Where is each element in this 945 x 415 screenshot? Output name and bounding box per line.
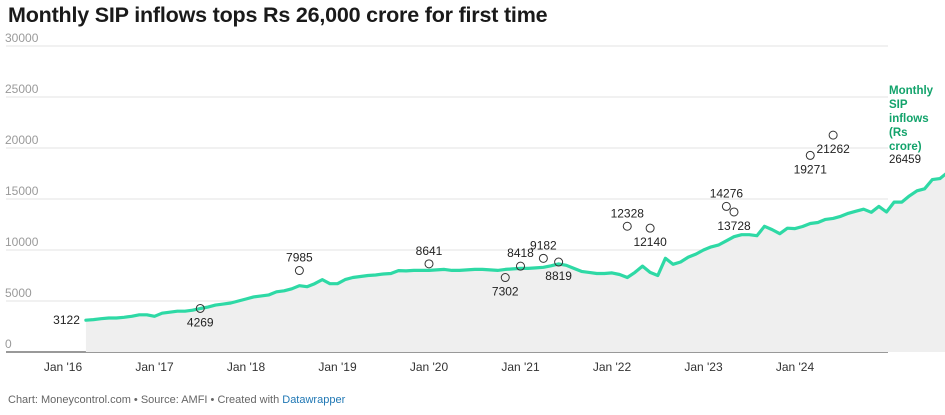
x-tick-2021: Jan '21 [501, 360, 540, 374]
y-axis: 0 5000 10000 15000 20000 25000 30000 [5, 31, 39, 351]
x-tick-2023: Jan '23 [684, 360, 723, 374]
area-fill [85, 174, 945, 352]
annotation-21262: 21262 [816, 142, 850, 156]
annotation-8418: 8418 [507, 246, 534, 260]
y-tick-10000: 10000 [5, 235, 39, 249]
marker-14276 [721, 201, 731, 211]
series-end-value: 26459 [889, 154, 921, 166]
annotation-13728: 13728 [717, 219, 751, 233]
annotation-8641: 8641 [416, 244, 443, 258]
marker-7302 [500, 273, 510, 283]
marker-12140 [645, 223, 655, 233]
x-axis: Jan '16 Jan '17 Jan '18 Jan '19 Jan '20 Jan '… [44, 360, 815, 374]
annotation-9182: 9182 [530, 238, 557, 252]
marker-8819 [554, 257, 564, 267]
y-tick-5000: 5000 [5, 286, 32, 300]
series-line [84, 172, 945, 322]
x-tick-2018: Jan '18 [227, 360, 266, 374]
marker-12328 [622, 221, 632, 231]
annotation-7985: 7985 [286, 251, 313, 265]
footer-credit: Chart: Moneycontrol.com • Source: AMFI •… [8, 394, 283, 406]
x-tick-2022: Jan '22 [593, 360, 632, 374]
annotation-8819: 8819 [545, 269, 572, 283]
marker-8641 [424, 259, 434, 269]
y-tick-30000: 30000 [5, 31, 39, 45]
marker-8418 [516, 261, 525, 271]
annotation-markers [195, 130, 838, 313]
series-area [85, 174, 945, 352]
chart-footer: Chart: Moneycontrol.com • Source: AMFI •… [8, 394, 345, 406]
annotation-14276: 14276 [710, 186, 744, 200]
chart-title: Monthly SIP inflows tops Rs 26,000 crore… [8, 3, 548, 27]
marker-4269 [195, 303, 205, 313]
series-name: Monthly SIP inflows (Rs crore) [889, 85, 934, 153]
x-tick-2024: Jan '24 [776, 360, 815, 374]
marker-21262 [828, 130, 838, 140]
annotation-3122: 3122 [53, 313, 80, 327]
marker-13728 [729, 207, 739, 217]
annotation-12328: 12328 [611, 206, 645, 220]
x-tick-2020: Jan '20 [410, 360, 449, 374]
annotation-19271: 19271 [794, 162, 828, 176]
annotation-7302: 7302 [492, 285, 519, 299]
series-path [84, 172, 945, 322]
marker-9182 [538, 253, 548, 263]
annotation-12140: 12140 [633, 235, 667, 249]
annotation-4269: 4269 [187, 315, 214, 329]
y-tick-25000: 25000 [5, 82, 39, 96]
y-tick-15000: 15000 [5, 184, 39, 198]
datawrapper-link[interactable]: Datawrapper [282, 394, 346, 406]
y-tick-0: 0 [5, 337, 12, 351]
x-tick-2017: Jan '17 [135, 360, 174, 374]
x-tick-2019: Jan '19 [318, 360, 357, 374]
y-tick-20000: 20000 [5, 133, 39, 147]
x-tick-2016: Jan '16 [44, 360, 83, 374]
marker-19271 [805, 150, 815, 160]
series-legend: Monthly SIP inflows (Rs crore)26459 [889, 85, 934, 166]
marker-7985 [294, 266, 304, 276]
